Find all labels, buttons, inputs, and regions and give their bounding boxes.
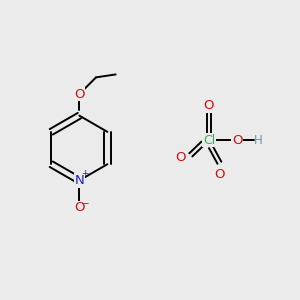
Text: O: O: [204, 99, 214, 112]
Text: O: O: [214, 168, 225, 181]
Text: O: O: [232, 134, 243, 147]
Text: Cl: Cl: [203, 134, 215, 147]
Text: +: +: [82, 169, 89, 178]
Text: H: H: [254, 134, 262, 147]
Text: −: −: [81, 200, 90, 209]
Text: N: N: [74, 174, 84, 187]
Text: O: O: [74, 201, 85, 214]
Text: O: O: [176, 151, 186, 164]
Text: O: O: [74, 88, 85, 100]
